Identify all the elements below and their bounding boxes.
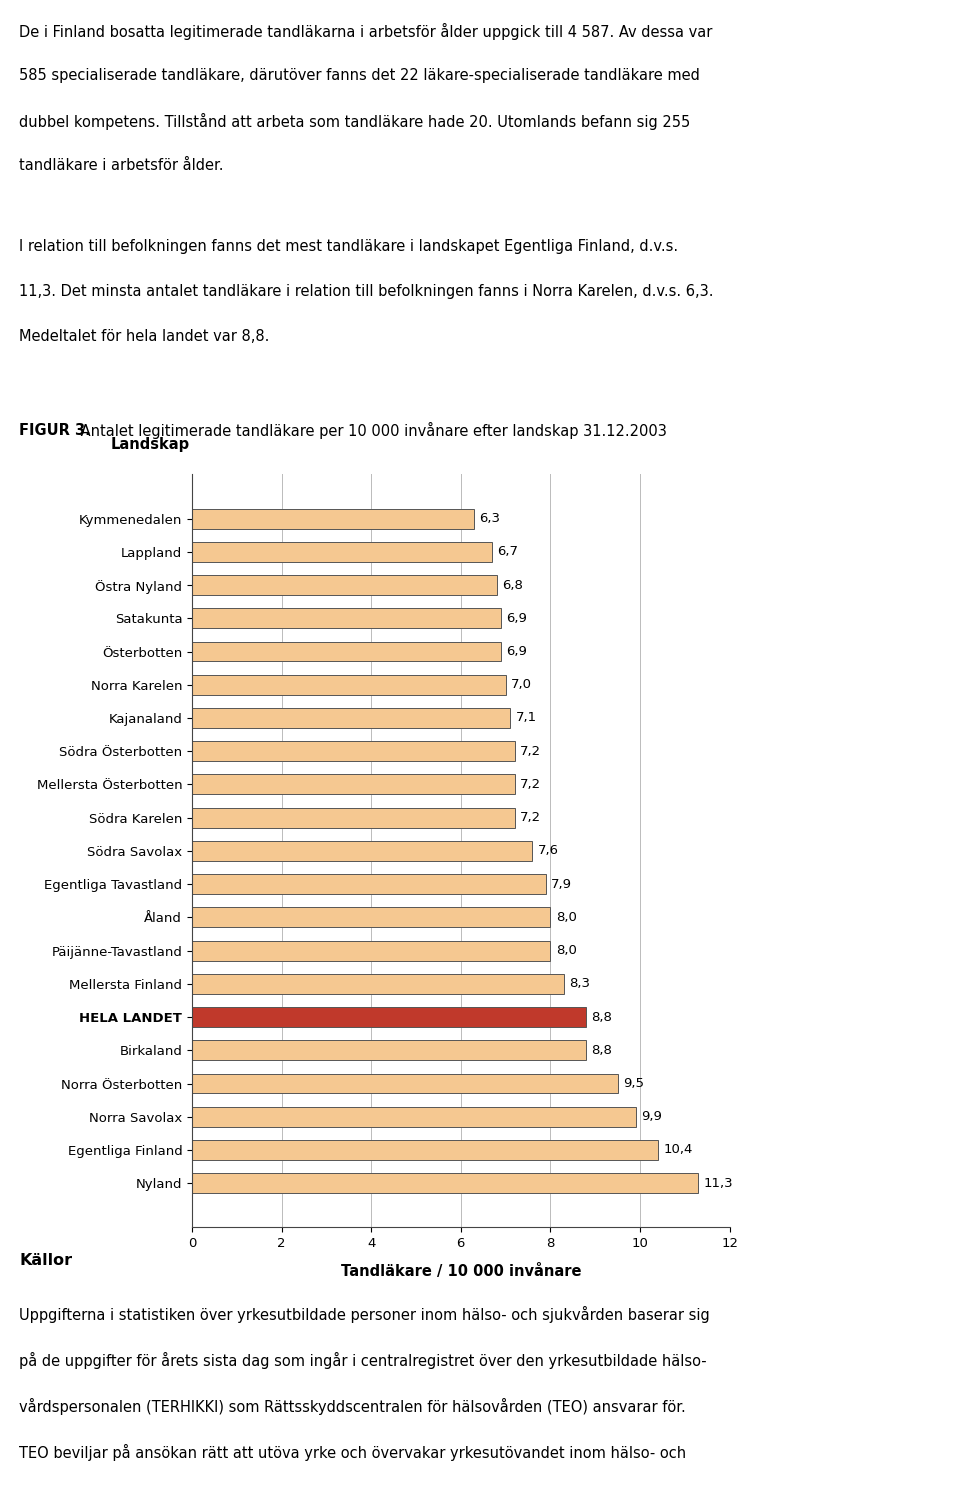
Text: 11,3. Det minsta antalet tandläkare i relation till befolkningen fanns i Norra K: 11,3. Det minsta antalet tandläkare i re… xyxy=(19,285,713,300)
Text: Uppgifterna i statistiken över yrkesutbildade personer inom hälso- och sjukvårde: Uppgifterna i statistiken över yrkesutbi… xyxy=(19,1306,710,1322)
Text: vårdspersonalen (TERHIKKI) som Rättsskyddscentralen för hälsovården (TEO) ansvar: vårdspersonalen (TERHIKKI) som Rättsskyd… xyxy=(19,1398,686,1416)
Bar xyxy=(192,1107,636,1126)
Bar xyxy=(192,1173,698,1193)
Bar xyxy=(192,675,506,694)
Text: dubbel kompetens. Tillstånd att arbeta som tandläkare hade 20. Utomlands befann : dubbel kompetens. Tillstånd att arbeta s… xyxy=(19,113,690,130)
Bar xyxy=(192,608,501,628)
Text: 7,2: 7,2 xyxy=(520,744,541,758)
Bar xyxy=(192,1008,587,1027)
Text: Medeltalet för hela landet var 8,8.: Medeltalet för hela landet var 8,8. xyxy=(19,330,270,343)
Text: 9,9: 9,9 xyxy=(641,1110,661,1123)
Text: 6,9: 6,9 xyxy=(507,645,527,658)
Text: FIGUR 3.: FIGUR 3. xyxy=(19,423,91,438)
X-axis label: Tandläkare / 10 000 invånare: Tandläkare / 10 000 invånare xyxy=(341,1264,581,1279)
Text: 10,4: 10,4 xyxy=(663,1143,693,1157)
Text: 8,3: 8,3 xyxy=(569,977,590,991)
Text: De i Finland bosatta legitimerade tandläkarna i arbetsför ålder uppgick till 4 5: De i Finland bosatta legitimerade tandlä… xyxy=(19,23,712,39)
Text: 6,8: 6,8 xyxy=(502,578,523,592)
Text: 7,0: 7,0 xyxy=(511,678,532,691)
Text: 7,2: 7,2 xyxy=(520,779,541,791)
Text: 8,0: 8,0 xyxy=(556,911,577,923)
Text: 8,8: 8,8 xyxy=(591,1044,612,1057)
Text: 11,3: 11,3 xyxy=(704,1176,733,1190)
Text: 6,9: 6,9 xyxy=(507,611,527,625)
Text: tandläkare i arbetsför ålder.: tandläkare i arbetsför ålder. xyxy=(19,158,224,173)
Text: 7,6: 7,6 xyxy=(538,845,559,857)
Text: I relation till befolkningen fanns det mest tandläkare i landskapet Egentliga Fi: I relation till befolkningen fanns det m… xyxy=(19,239,679,255)
Text: Källor: Källor xyxy=(19,1253,72,1268)
Text: 9,5: 9,5 xyxy=(623,1077,644,1090)
Text: 8,8: 8,8 xyxy=(591,1011,612,1024)
Bar xyxy=(192,908,550,928)
Bar xyxy=(192,941,550,961)
Bar xyxy=(192,1074,617,1093)
Bar xyxy=(192,840,533,861)
Text: 6,7: 6,7 xyxy=(497,545,518,559)
Text: Landskap: Landskap xyxy=(110,437,189,452)
Text: 7,2: 7,2 xyxy=(520,812,541,824)
Text: TEO beviljar på ansökan rätt att utöva yrke och övervakar yrkesutövandet inom hä: TEO beviljar på ansökan rätt att utöva y… xyxy=(19,1444,686,1461)
Bar xyxy=(192,873,546,895)
Text: 7,1: 7,1 xyxy=(516,711,537,724)
Bar xyxy=(192,774,515,794)
Text: Antalet legitimerade tandläkare per 10 000 invånare efter landskap 31.12.2003: Antalet legitimerade tandläkare per 10 0… xyxy=(77,422,667,440)
Bar xyxy=(192,1041,587,1060)
Text: på de uppgifter för årets sista dag som ingår i centralregistret över den yrkesu: på de uppgifter för årets sista dag som … xyxy=(19,1352,707,1369)
Bar xyxy=(192,575,496,595)
Bar xyxy=(192,542,492,562)
Bar xyxy=(192,642,501,661)
Text: 585 specialiserade tandläkare, därutöver fanns det 22 läkare-specialiserade tand: 585 specialiserade tandläkare, därutöver… xyxy=(19,68,700,83)
Text: 6,3: 6,3 xyxy=(480,512,500,526)
Bar xyxy=(192,741,515,761)
Bar xyxy=(192,974,564,994)
Bar xyxy=(192,1140,658,1160)
Bar xyxy=(192,708,510,727)
Text: 8,0: 8,0 xyxy=(556,944,577,958)
Bar xyxy=(192,807,515,828)
Bar xyxy=(192,509,474,529)
Text: 7,9: 7,9 xyxy=(551,878,572,890)
